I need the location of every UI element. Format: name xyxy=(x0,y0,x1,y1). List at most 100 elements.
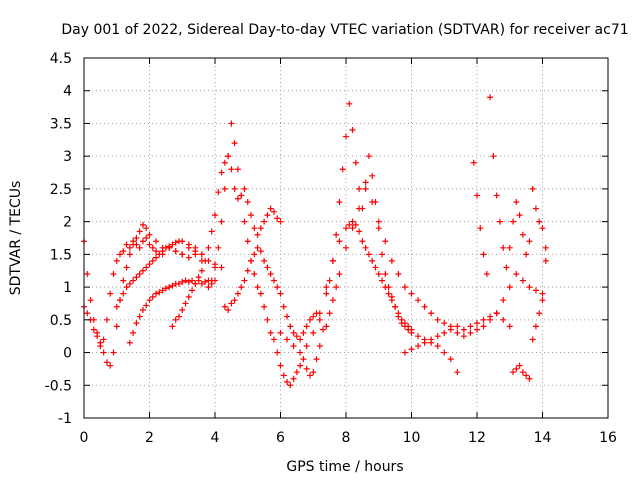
data-point xyxy=(270,336,277,343)
data-point xyxy=(221,303,228,310)
y-tick-label: 2.5 xyxy=(50,182,72,198)
data-point xyxy=(110,271,117,277)
data-point xyxy=(84,271,91,277)
data-point xyxy=(519,231,526,238)
data-point xyxy=(149,244,156,251)
data-point xyxy=(257,248,264,255)
data-point xyxy=(480,251,487,258)
data-point xyxy=(379,251,386,258)
data-point xyxy=(280,303,287,310)
x-tick-label: 6 xyxy=(276,430,285,446)
data-point xyxy=(228,166,235,173)
data-point xyxy=(421,303,428,310)
data-point xyxy=(447,326,454,333)
data-point xyxy=(474,320,480,327)
data-point xyxy=(356,185,363,192)
data-point xyxy=(126,244,133,251)
y-tick-label: 3.5 xyxy=(50,116,72,132)
data-point xyxy=(428,336,435,343)
y-tick-label: 0.5 xyxy=(50,313,72,329)
data-point xyxy=(221,185,228,192)
data-point xyxy=(139,267,146,274)
data-point xyxy=(198,267,205,274)
data-point xyxy=(474,326,480,333)
data-point xyxy=(251,271,258,277)
data-point xyxy=(179,238,186,245)
data-point xyxy=(248,257,255,264)
data-point xyxy=(343,244,349,251)
data-point xyxy=(401,284,408,291)
series-track-j xyxy=(343,185,513,333)
data-point xyxy=(408,290,415,297)
data-point xyxy=(343,133,349,140)
series-track-b xyxy=(81,235,205,346)
data-point xyxy=(123,241,130,248)
data-point xyxy=(195,274,202,281)
series-track-g xyxy=(221,244,343,343)
data-point xyxy=(185,241,192,248)
data-point xyxy=(225,307,232,313)
data-point xyxy=(143,302,150,309)
axis-ticks xyxy=(83,57,609,419)
data-point xyxy=(136,228,143,235)
data-point xyxy=(408,329,415,336)
data-point xyxy=(192,280,199,287)
data-point xyxy=(385,290,392,297)
data-point xyxy=(388,257,395,264)
data-point xyxy=(428,310,435,317)
data-point xyxy=(166,243,173,250)
series-track-c xyxy=(113,238,225,310)
data-point xyxy=(480,323,487,330)
data-point xyxy=(421,339,428,346)
data-point xyxy=(198,280,205,287)
data-point xyxy=(110,349,117,356)
data-point xyxy=(362,179,369,186)
chart-title: Day 001 of 2022, Sidereal Day-to-day VTE… xyxy=(61,22,628,38)
data-point xyxy=(323,323,330,330)
data-point xyxy=(175,313,182,320)
y-tick-label: 2 xyxy=(63,215,72,231)
data-point xyxy=(225,153,232,160)
data-point xyxy=(379,277,386,284)
data-point xyxy=(198,251,205,258)
data-point xyxy=(208,228,215,235)
data-point xyxy=(130,329,137,336)
data-point xyxy=(234,290,241,297)
data-point xyxy=(215,244,222,251)
data-point xyxy=(326,277,333,284)
data-point xyxy=(395,271,402,277)
data-point xyxy=(375,225,382,232)
data-point xyxy=(513,271,520,277)
data-point xyxy=(156,289,163,296)
series-track-i xyxy=(323,100,461,376)
data-point xyxy=(339,166,346,173)
data-point xyxy=(146,261,153,268)
series-track-e xyxy=(169,153,284,330)
data-point xyxy=(532,287,539,294)
data-point xyxy=(434,316,441,323)
y-tick-label: 4 xyxy=(63,84,72,100)
data-point xyxy=(136,271,143,277)
y-tick-label: 3 xyxy=(63,149,72,165)
data-point xyxy=(107,290,114,297)
data-point xyxy=(274,284,281,291)
data-point xyxy=(356,228,363,235)
data-point xyxy=(467,323,474,330)
series-track-d xyxy=(126,277,218,346)
data-point xyxy=(513,199,520,205)
data-point xyxy=(415,333,422,340)
data-point xyxy=(316,310,323,317)
data-point xyxy=(529,336,536,343)
data-point xyxy=(306,372,313,379)
data-point xyxy=(395,313,402,320)
data-point xyxy=(120,290,127,297)
data-point xyxy=(143,235,150,241)
data-point xyxy=(182,277,189,284)
data-point xyxy=(454,369,461,376)
data-point xyxy=(277,362,284,369)
data-point xyxy=(146,297,153,304)
data-point xyxy=(215,189,222,196)
data-point xyxy=(153,254,160,261)
data-point xyxy=(166,284,173,291)
